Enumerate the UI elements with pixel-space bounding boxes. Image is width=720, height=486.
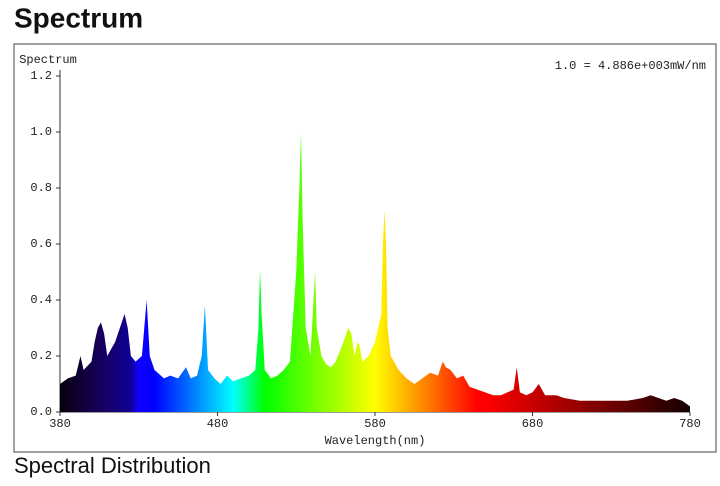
x-tick-label: 380 (49, 417, 71, 431)
spectrum-area (60, 132, 690, 412)
y-tick-label: 0.2 (30, 349, 52, 363)
x-tick-label: 780 (679, 417, 701, 431)
y-axis-label: Spectrum (19, 53, 77, 67)
frame (13, 43, 717, 453)
x-axis-label: Wavelength(nm) (325, 434, 426, 448)
y-tick-label: 0.8 (30, 181, 52, 195)
y-tick-label: 0.0 (30, 405, 52, 419)
y-tick-label: 0.4 (30, 293, 52, 307)
caption: Spectral Distribution (14, 453, 211, 478)
y-tick-label: 1.0 (30, 125, 52, 139)
annotation: 1.0 = 4.886e+003mW/nm (555, 59, 706, 73)
chart-title: Spectrum (14, 2, 143, 33)
x-tick-label: 480 (207, 417, 229, 431)
x-tick-label: 580 (364, 417, 386, 431)
x-tick-label: 680 (522, 417, 544, 431)
y-tick-label: 1.2 (30, 69, 52, 83)
y-tick-label: 0.6 (30, 237, 52, 251)
